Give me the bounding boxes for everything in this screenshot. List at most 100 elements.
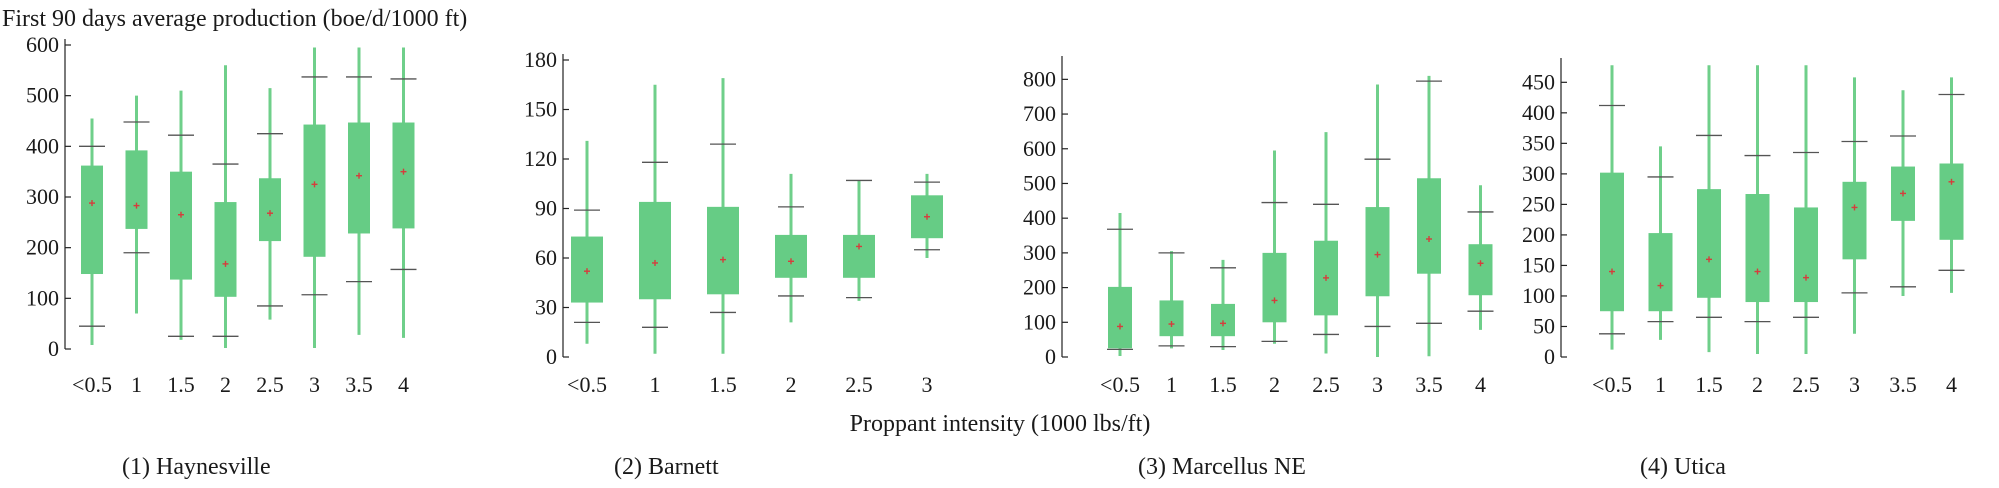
y-tick-label: 600 (26, 32, 59, 57)
x-tick-label: 1 (131, 372, 142, 397)
box-group (1938, 77, 1965, 293)
box-group (1793, 65, 1819, 354)
box-group (1744, 65, 1771, 354)
panel-caption: (2) Barnett (614, 454, 719, 480)
x-tick-label: 2.5 (256, 372, 284, 397)
iqr-box (639, 201, 671, 300)
box-group (1313, 132, 1339, 354)
box-group (1416, 75, 1442, 357)
x-tick-label: 2 (786, 372, 797, 397)
y-tick-label: 200 (1023, 275, 1056, 300)
box-group (707, 78, 739, 354)
iqr-box (1159, 300, 1184, 337)
iqr-box (843, 234, 875, 278)
box-group (1599, 65, 1625, 350)
y-tick-label: 0 (1544, 344, 1555, 369)
iqr-box (1468, 244, 1493, 296)
x-tick-label: 3 (1372, 372, 1383, 397)
box-group (571, 140, 603, 344)
x-tick-label: 3.5 (345, 372, 373, 397)
x-tick-label: <0.5 (1592, 372, 1632, 397)
box-group (1107, 212, 1133, 356)
x-tick-label: 2 (220, 372, 231, 397)
box-group (911, 173, 943, 258)
box-group (168, 90, 194, 340)
box-group (1364, 84, 1391, 357)
y-tick-label: 150 (524, 97, 557, 122)
x-tick-label: <0.5 (72, 372, 112, 397)
box-group (390, 47, 417, 338)
x-tick-label: 4 (398, 372, 409, 397)
box-group (843, 179, 875, 301)
x-tick-label: 1.5 (1695, 372, 1723, 397)
box-group (257, 88, 283, 320)
iqr-box (1648, 233, 1673, 312)
box-group (1467, 185, 1494, 330)
iqr-box (1745, 194, 1770, 303)
x-tick-label: 2.5 (845, 372, 873, 397)
x-tick-label: 4 (1475, 372, 1486, 397)
iqr-box (1108, 286, 1132, 349)
x-tick-label: 3 (922, 372, 933, 397)
iqr-box (1600, 172, 1624, 312)
box-group (1647, 146, 1674, 340)
x-tick-label: 3.5 (1889, 372, 1917, 397)
box-group (1841, 77, 1868, 334)
y-tick-label: 200 (1522, 222, 1555, 247)
y-tick-label: 500 (26, 83, 59, 108)
box-group (212, 65, 239, 348)
x-tick-label: <0.5 (567, 372, 607, 397)
y-tick-label: 100 (26, 285, 59, 310)
y-tick-label: 300 (1522, 161, 1555, 186)
iqr-box (775, 234, 807, 278)
x-tick-label: 2 (1752, 372, 1763, 397)
y-tick-label: 300 (26, 184, 59, 209)
y-tick-label: 350 (1522, 130, 1555, 155)
y-tick-label: 150 (1522, 252, 1555, 277)
iqr-box (303, 124, 326, 257)
x-axis-title: Proppant intensity (1000 lbs/ft) (850, 411, 1151, 437)
iqr-box (1697, 189, 1721, 298)
panel-3: 0 100 200 300 400 500 600 700 800 <0.5 1 1.5 2 2.5 3 3.… (1023, 56, 1494, 480)
x-tick-label: 1 (650, 372, 661, 397)
panel-caption: (4) Utica (1640, 454, 1726, 480)
y-tick-label: 450 (1522, 69, 1555, 94)
iqr-box (1939, 163, 1964, 240)
box-group (775, 173, 807, 323)
y-tick-label: 100 (1522, 283, 1555, 308)
x-tick-label: 3 (309, 372, 320, 397)
panel-2: 0 30 60 90 120 150 180 <0.5 1 1.5 2 2.5 3 (2) Barnett (524, 47, 943, 480)
iqr-box (1794, 207, 1818, 303)
x-tick-label: 4 (1946, 372, 1957, 397)
x-tick-label: 1.5 (1209, 372, 1237, 397)
x-tick-label: 3.5 (1415, 372, 1443, 397)
y-tick-label: 60 (535, 245, 557, 270)
panel-caption: (1) Haynesville (122, 454, 271, 480)
x-tick-label: 1.5 (709, 372, 737, 397)
y-tick-label: 250 (1522, 191, 1555, 216)
panel-caption: (3) Marcellus NE (1138, 454, 1306, 480)
iqr-box (1211, 303, 1235, 337)
y-tick-label: 400 (1023, 205, 1056, 230)
iqr-box (170, 171, 192, 280)
box-group (1696, 65, 1722, 353)
x-tick-label: 1 (1655, 372, 1666, 397)
x-tick-label: 3 (1849, 372, 1860, 397)
iqr-box (1417, 178, 1441, 274)
y-tick-label: 500 (1023, 170, 1056, 195)
y-tick-label: 90 (535, 196, 557, 221)
y-tick-label: 0 (48, 336, 59, 361)
y-tick-label: 300 (1023, 240, 1056, 265)
iqr-box (707, 206, 739, 295)
x-tick-label: 1.5 (167, 372, 195, 397)
y-tick-label: 700 (1023, 101, 1056, 126)
x-tick-label: 2.5 (1792, 372, 1820, 397)
y-tick-label: 400 (26, 133, 59, 158)
y-tick-label: 600 (1023, 136, 1056, 161)
y-tick-label: 50 (1533, 313, 1555, 338)
box-group (123, 95, 150, 314)
y-tick-label: 30 (535, 295, 557, 320)
y-axis-title: First 90 days average production (boe/d/… (2, 6, 467, 32)
